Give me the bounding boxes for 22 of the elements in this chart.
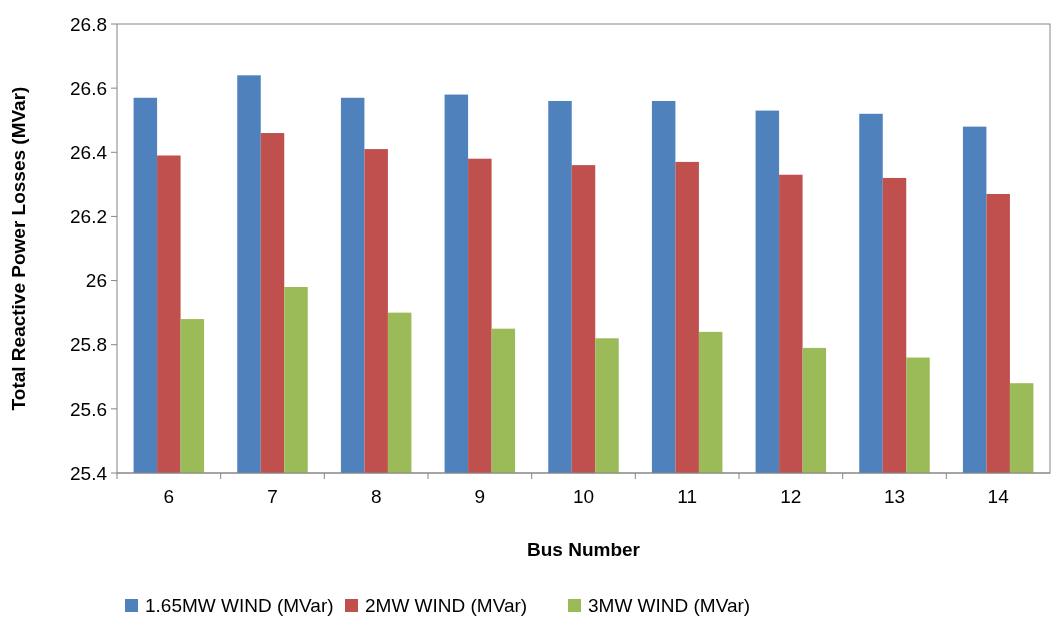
x-tick-label: 14 bbox=[987, 486, 1010, 507]
legend-label: 2MW WIND (MVar) bbox=[365, 595, 528, 616]
y-tick-label: 26.6 bbox=[70, 77, 107, 99]
y-tick-label: 26.2 bbox=[70, 206, 107, 228]
x-tick-label: 13 bbox=[883, 486, 906, 507]
y-axis-title: Total Reactive Power Losses (MVar) bbox=[8, 86, 29, 411]
y-tick-label: 25.4 bbox=[70, 462, 108, 484]
y-tick-label: 25.8 bbox=[70, 334, 107, 356]
y-tick-label: 26.4 bbox=[70, 141, 108, 163]
x-tick-label: 7 bbox=[267, 486, 278, 507]
x-tick-label: 6 bbox=[163, 486, 175, 507]
y-tick-label: 26.8 bbox=[70, 13, 107, 35]
x-tick-label: 10 bbox=[572, 486, 595, 507]
legend-label: 1.65MW WIND (MVar) bbox=[145, 595, 334, 616]
y-tick-label: 26 bbox=[85, 270, 107, 292]
y-tick-label: 25.6 bbox=[70, 398, 107, 420]
x-tick-label: 9 bbox=[474, 486, 486, 507]
x-tick-label: 8 bbox=[370, 486, 382, 507]
x-axis-title: Bus Number bbox=[527, 539, 641, 560]
x-tick-label: 11 bbox=[677, 486, 698, 507]
legend-label: 3MW WIND (MVar) bbox=[588, 595, 751, 616]
x-tick-label: 12 bbox=[780, 486, 802, 507]
